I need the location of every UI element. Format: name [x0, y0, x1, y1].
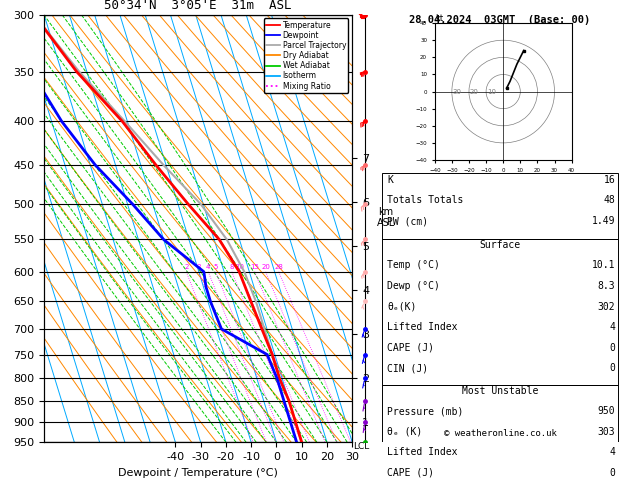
Text: PW (cm): PW (cm) — [387, 216, 428, 226]
Text: θₑ(K): θₑ(K) — [387, 301, 416, 312]
Text: 5: 5 — [213, 263, 218, 270]
Text: 28: 28 — [274, 263, 283, 270]
Title: 50°34'N  3°05'E  31m  ASL: 50°34'N 3°05'E 31m ASL — [104, 0, 292, 12]
Text: 20: 20 — [261, 263, 270, 270]
Text: 8.3: 8.3 — [598, 281, 615, 291]
Text: Lifted Index: Lifted Index — [387, 322, 458, 332]
Text: 4: 4 — [610, 322, 615, 332]
Text: LCL: LCL — [353, 442, 369, 451]
Text: 303: 303 — [598, 427, 615, 437]
Text: CAPE (J): CAPE (J) — [387, 468, 434, 478]
Text: 0: 0 — [610, 343, 615, 353]
Text: 950: 950 — [598, 406, 615, 417]
Text: K: K — [387, 175, 393, 185]
Text: CIN (J): CIN (J) — [387, 363, 428, 373]
Text: 10: 10 — [487, 89, 496, 95]
Text: 48: 48 — [604, 195, 615, 206]
Text: 8: 8 — [230, 263, 234, 270]
Text: Dewp (°C): Dewp (°C) — [387, 281, 440, 291]
Text: 28.04.2024  03GMT  (Base: 00): 28.04.2024 03GMT (Base: 00) — [409, 15, 591, 25]
Text: Most Unstable: Most Unstable — [462, 386, 538, 396]
X-axis label: Dewpoint / Temperature (°C): Dewpoint / Temperature (°C) — [118, 468, 278, 478]
Text: 302: 302 — [598, 301, 615, 312]
Text: Temp (°C): Temp (°C) — [387, 260, 440, 271]
Text: © weatheronline.co.uk: © weatheronline.co.uk — [443, 429, 557, 438]
Text: 0: 0 — [610, 468, 615, 478]
Text: Surface: Surface — [479, 240, 521, 250]
Text: 30: 30 — [453, 89, 462, 95]
Bar — [382, 239, 618, 384]
Text: 20: 20 — [470, 89, 479, 95]
Text: 0: 0 — [610, 363, 615, 373]
Text: 10.1: 10.1 — [592, 260, 615, 271]
Text: 15: 15 — [250, 263, 259, 270]
Text: CAPE (J): CAPE (J) — [387, 343, 434, 353]
Text: 1.49: 1.49 — [592, 216, 615, 226]
Text: Totals Totals: Totals Totals — [387, 195, 464, 206]
Text: 2: 2 — [184, 263, 189, 270]
Text: θₑ (K): θₑ (K) — [387, 427, 423, 437]
Text: 4: 4 — [206, 263, 211, 270]
Bar — [382, 384, 618, 486]
Legend: Temperature, Dewpoint, Parcel Trajectory, Dry Adiabat, Wet Adiabat, Isotherm, Mi: Temperature, Dewpoint, Parcel Trajectory… — [264, 18, 348, 93]
Text: 16: 16 — [604, 175, 615, 185]
Bar — [382, 173, 618, 239]
Text: 3: 3 — [197, 263, 201, 270]
Text: 4: 4 — [610, 448, 615, 457]
Text: Lifted Index: Lifted Index — [387, 448, 458, 457]
Text: Pressure (mb): Pressure (mb) — [387, 406, 464, 417]
Y-axis label: km
ASL: km ASL — [377, 207, 395, 228]
Text: kt: kt — [435, 14, 443, 23]
Text: 10: 10 — [235, 263, 244, 270]
